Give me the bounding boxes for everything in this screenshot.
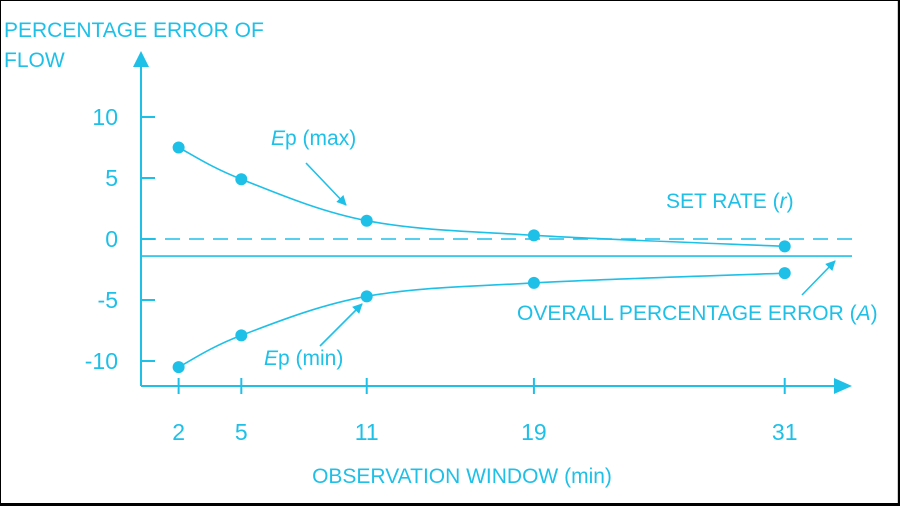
y-tick-label: 0 <box>105 226 118 252</box>
data-point-min <box>527 276 540 289</box>
y-axis-arrow-icon <box>133 51 149 67</box>
y-axis-title-line2: FLOW <box>4 49 65 72</box>
y-tick-label: -10 <box>85 348 118 374</box>
data-point-max <box>527 229 540 242</box>
x-axis-arrow-icon <box>834 378 852 394</box>
data-point-min <box>360 290 373 303</box>
overall-error-label-pointer <box>801 260 836 296</box>
y-tick-label: 5 <box>105 165 118 191</box>
y-tick-label: -5 <box>98 287 118 313</box>
data-point-min <box>172 361 185 374</box>
series-label-min: Ep (min) <box>264 347 343 370</box>
x-tick-label: 11 <box>355 419 379 445</box>
data-point-max <box>172 141 185 154</box>
x-axis-title: OBSERVATION WINDOW (min) <box>312 465 612 488</box>
y-axis-title-line1: PERCENTAGE ERROR OF <box>4 19 264 42</box>
data-point-max <box>778 240 791 253</box>
data-point-max <box>360 214 373 227</box>
series-label-max-pointer <box>305 162 347 206</box>
y-tick-label: 10 <box>92 104 118 130</box>
data-point-max <box>235 173 248 186</box>
y-ticks: 10 5 0 -5 -10 <box>85 104 155 374</box>
x-ticks: 2 5 11 19 31 <box>172 378 798 445</box>
x-tick-label: 5 <box>235 419 248 445</box>
series-group <box>172 141 791 374</box>
x-tick-label: 19 <box>521 419 547 445</box>
x-tick-label: 31 <box>772 419 798 445</box>
x-tick-label: 2 <box>172 419 185 445</box>
set-rate-label: SET RATE (r) <box>666 190 794 213</box>
data-point-min <box>778 267 791 280</box>
data-point-min <box>235 329 248 342</box>
series-label-min-pointer <box>319 303 363 347</box>
overall-error-label: OVERALL PERCENTAGE ERROR (A) <box>517 302 878 325</box>
series-label-max: Ep (max) <box>271 127 356 150</box>
